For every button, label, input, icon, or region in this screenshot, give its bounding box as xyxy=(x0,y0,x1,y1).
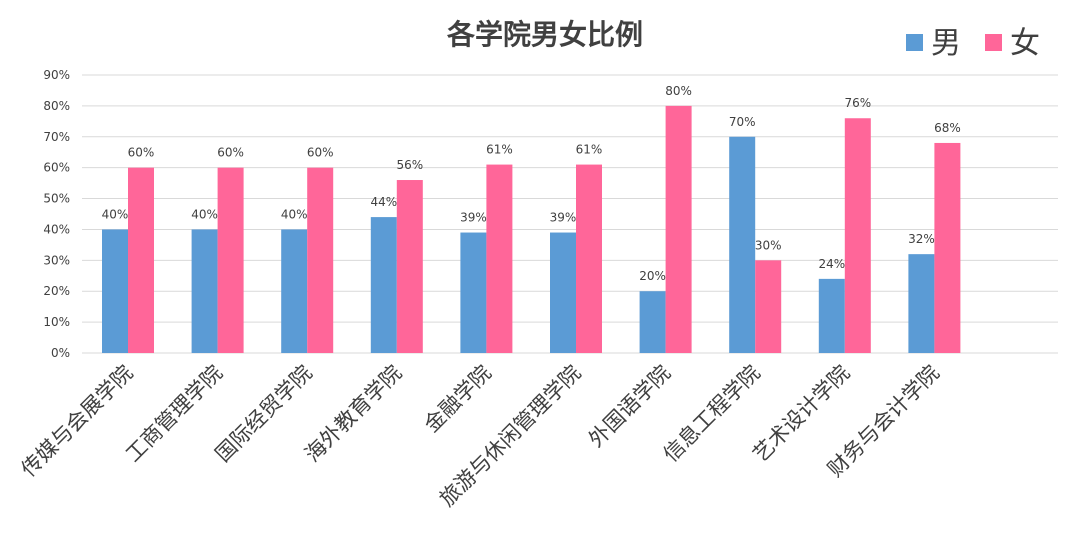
bar-male xyxy=(191,229,218,353)
bar-female xyxy=(576,164,602,353)
x-tick-label: 海外教育学院 xyxy=(300,361,406,467)
data-label: 24% xyxy=(818,257,845,271)
bar-female xyxy=(307,167,334,353)
data-label: 30% xyxy=(755,238,782,252)
legend: 男女 xyxy=(906,26,1040,61)
bar-female xyxy=(934,142,961,353)
data-label: 61% xyxy=(486,143,513,157)
bar-male xyxy=(729,136,756,353)
bar-female xyxy=(665,105,692,353)
y-tick-label: 40% xyxy=(43,222,70,236)
data-label: 40% xyxy=(102,207,129,221)
y-tick-label: 50% xyxy=(43,192,70,206)
legend-swatch xyxy=(985,34,1002,51)
data-label: 40% xyxy=(281,207,308,221)
data-labels: 40% 60% 40% 60% 40% 60% 44% 56% 39% 61% 39% 61% 20% 8… xyxy=(102,84,961,283)
data-label: 44% xyxy=(370,195,397,209)
bars xyxy=(102,105,961,353)
y-tick-label: 60% xyxy=(43,161,70,175)
y-tick-label: 20% xyxy=(43,284,70,298)
bar-female xyxy=(844,118,871,353)
data-label: 61% xyxy=(576,143,603,157)
bar-female xyxy=(486,164,513,353)
data-label: 32% xyxy=(908,232,935,246)
data-label: 20% xyxy=(639,269,666,283)
bar-female xyxy=(755,260,782,353)
bar-male xyxy=(460,232,487,353)
bar-male xyxy=(639,291,666,353)
bar-female xyxy=(128,167,154,353)
data-label: 76% xyxy=(844,96,871,110)
data-label: 56% xyxy=(396,158,423,172)
y-tick-label: 30% xyxy=(43,253,70,267)
data-label: 60% xyxy=(128,146,155,160)
bar-male xyxy=(370,217,397,353)
bar-male xyxy=(550,232,576,353)
bar-male xyxy=(102,229,128,353)
data-label: 39% xyxy=(550,211,577,225)
bar-female xyxy=(217,167,244,353)
x-tick-label: 金融学院 xyxy=(420,361,496,437)
chart-title: 各学院男女比例 xyxy=(446,18,643,51)
y-tick-label: 10% xyxy=(43,315,70,329)
data-label: 60% xyxy=(217,146,244,160)
data-label: 39% xyxy=(460,211,487,225)
y-tick-label: 80% xyxy=(43,99,70,113)
y-tick-label: 0% xyxy=(51,346,70,360)
data-label: 70% xyxy=(729,115,756,129)
x-tick-label: 传媒与会展学院 xyxy=(17,361,138,482)
y-tick-label: 90% xyxy=(43,68,70,82)
x-tick-label: 外国语学院 xyxy=(584,361,675,452)
data-label: 68% xyxy=(934,121,961,135)
legend-label: 男 xyxy=(931,26,961,61)
data-label: 60% xyxy=(307,146,334,160)
data-label: 40% xyxy=(191,207,218,221)
legend-swatch xyxy=(906,34,923,51)
legend-label: 女 xyxy=(1010,26,1040,61)
bar-female xyxy=(396,180,423,353)
bar-male xyxy=(908,254,935,353)
y-tick-label: 70% xyxy=(43,130,70,144)
bar-male xyxy=(818,278,845,353)
data-label: 80% xyxy=(665,84,692,98)
grid: 0% 10% 20% 30% 40% 50% 60% 70% 80% 90% xyxy=(43,68,1058,360)
bar-male xyxy=(281,229,308,353)
